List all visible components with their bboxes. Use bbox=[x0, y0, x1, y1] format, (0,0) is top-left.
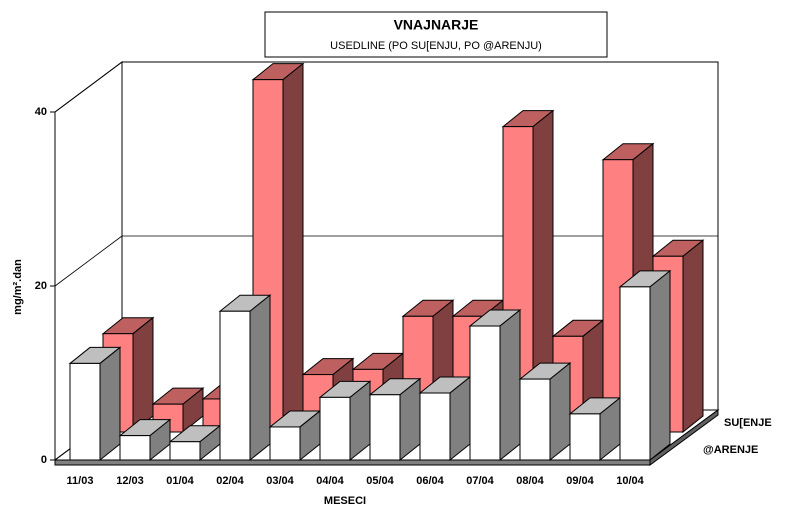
bar-front bbox=[119, 435, 151, 461]
y-tick-label: 40 bbox=[35, 106, 47, 118]
bar-front bbox=[169, 441, 201, 461]
x-tick-label: 03/04 bbox=[266, 475, 294, 487]
title-box bbox=[264, 11, 608, 58]
bar bbox=[418, 375, 472, 462]
bar-side bbox=[249, 294, 271, 462]
bar-front bbox=[469, 325, 501, 461]
x-tick-label: 08/04 bbox=[516, 475, 544, 487]
grid-line bbox=[54, 61, 123, 113]
bar-front bbox=[519, 378, 551, 461]
y-tick-label: 0 bbox=[41, 454, 47, 466]
grid-line bbox=[54, 235, 123, 287]
bar-side bbox=[499, 308, 521, 462]
bar bbox=[518, 362, 572, 462]
bar-front bbox=[619, 286, 651, 461]
bar-side bbox=[682, 239, 704, 434]
x-axis-label: MESECI bbox=[324, 495, 366, 507]
bar bbox=[368, 377, 422, 462]
bar bbox=[268, 409, 322, 462]
bar-side bbox=[282, 62, 304, 434]
bar-front bbox=[319, 396, 351, 461]
bar-front bbox=[269, 426, 301, 461]
x-tick-label: 06/04 bbox=[416, 475, 444, 487]
x-tick-label: 11/03 bbox=[67, 475, 94, 487]
bar bbox=[618, 269, 672, 462]
bar bbox=[118, 418, 172, 462]
x-tick-label: 01/04 bbox=[166, 475, 194, 487]
bar-front bbox=[219, 310, 251, 461]
bar-front bbox=[369, 394, 401, 461]
floor-edge bbox=[54, 459, 651, 466]
bar-side bbox=[99, 346, 121, 462]
bar-side bbox=[549, 362, 571, 462]
y-tick-label: 20 bbox=[35, 280, 47, 292]
bar bbox=[468, 308, 522, 462]
x-tick-label: 04/04 bbox=[316, 475, 344, 487]
legend-label: SU[ENJE bbox=[724, 417, 772, 429]
bar bbox=[568, 396, 622, 462]
bar-side bbox=[649, 269, 671, 462]
legend-label: @ARENJE bbox=[703, 444, 758, 456]
x-tick-label: 02/04 bbox=[216, 475, 244, 487]
bar-front bbox=[569, 413, 601, 461]
x-tick-label: 12/03 bbox=[116, 475, 144, 487]
bar bbox=[68, 346, 122, 462]
y-axis-label: mg/m².dan bbox=[12, 259, 24, 315]
floor-side bbox=[649, 409, 719, 466]
x-tick-label: 07/04 bbox=[466, 475, 494, 487]
x-tick-label: 10/04 bbox=[616, 475, 644, 487]
x-tick-label: 05/04 bbox=[366, 475, 394, 487]
bar-side bbox=[132, 316, 154, 434]
bar bbox=[318, 380, 372, 462]
bar-front bbox=[69, 362, 101, 461]
bar-front bbox=[419, 392, 451, 461]
bar bbox=[218, 294, 272, 462]
chart-subtitle: USEDLINE (PO SU[ENJU, PO @ARENJU) bbox=[330, 40, 542, 52]
x-tick-label: 09/04 bbox=[566, 475, 594, 487]
chart-title: VNAJNARJE bbox=[394, 17, 479, 33]
bars bbox=[68, 62, 705, 462]
